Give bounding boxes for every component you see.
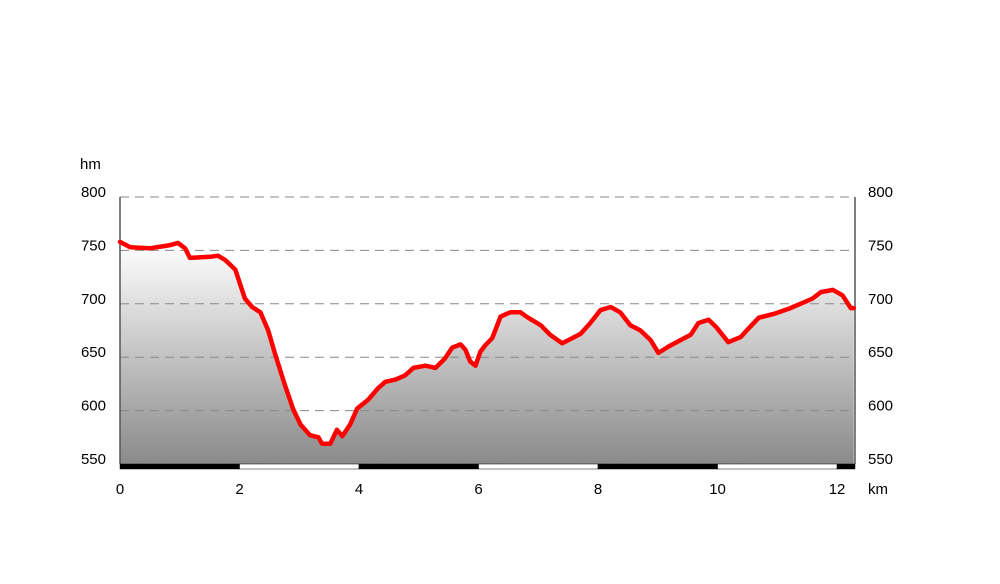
y-tick-label: 650 (81, 344, 106, 361)
scale-segment (717, 463, 838, 470)
x-tick-label: 8 (594, 481, 602, 498)
y2-tick-label: 600 (868, 398, 893, 415)
x-tick-label: 12 (829, 481, 846, 498)
y-tick-label: 550 (81, 451, 106, 468)
y-tick-label: 750 (81, 237, 106, 254)
y-tick-label: 800 (81, 184, 106, 201)
scale-segment (478, 463, 599, 470)
y2-tick-label: 700 (868, 291, 893, 308)
scale-segment (358, 463, 479, 470)
y2-tick-label: 750 (868, 237, 893, 254)
y2-tick-label: 650 (868, 344, 893, 361)
elevation-line (117, 239, 857, 446)
y2-tick-label: 800 (868, 184, 893, 201)
x-axis-label: km (868, 481, 888, 498)
scale-segment (239, 463, 360, 470)
x-tick-label: 4 (355, 481, 363, 498)
y2-tick-label: 550 (868, 451, 893, 468)
scale-segment (119, 463, 240, 470)
scale-segment (597, 463, 718, 470)
x-tick-label: 2 (235, 481, 243, 498)
y-tick-label: 600 (81, 398, 106, 415)
x-tick-label: 10 (709, 481, 726, 498)
y-tick-label: 700 (81, 291, 106, 308)
y-axis-label: hm (80, 156, 101, 173)
area (120, 241, 854, 464)
scale-segment (836, 463, 856, 470)
x-tick-label: 0 (116, 481, 124, 498)
x-tick-label: 6 (474, 481, 482, 498)
